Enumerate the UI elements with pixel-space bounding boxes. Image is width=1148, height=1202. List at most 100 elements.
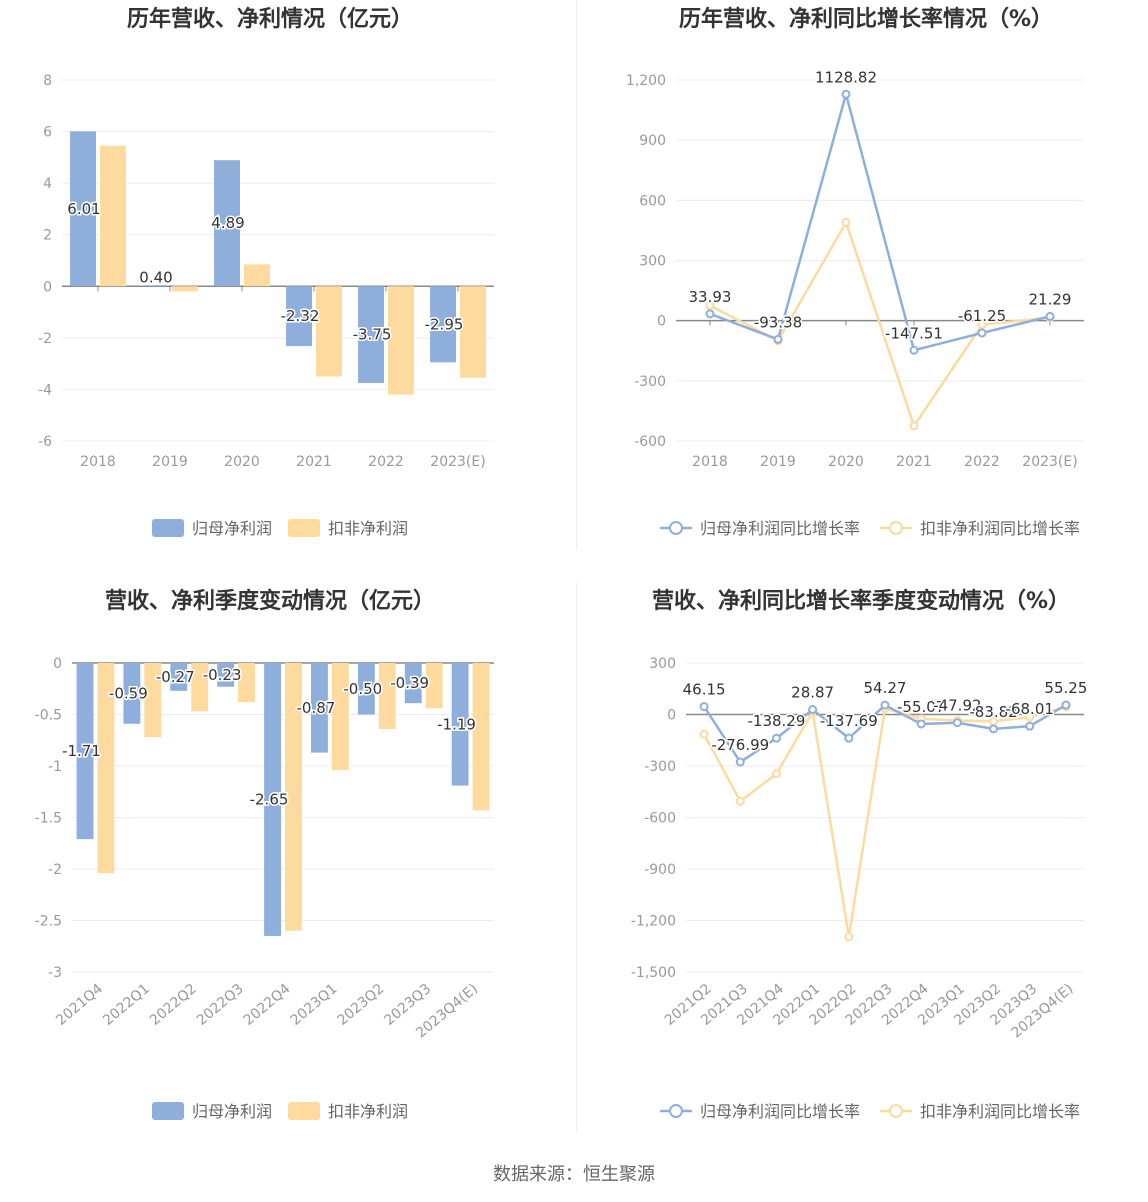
bar-deducted-net-profit [388,286,414,395]
y-tick-label: -1,200 [631,914,676,930]
line-data-label: -93.38 [754,313,802,331]
line-point [771,769,781,779]
chart-title: 历年营收、净利情况（亿元） [127,6,413,32]
bar-data-label: -1.71 [62,742,101,760]
y-tick-label: -4 [38,382,52,398]
legend-swatch-marker [669,1104,683,1118]
bar-deducted-net-profit [144,663,162,738]
line-point [844,932,854,942]
line-point [977,328,987,338]
line-point [735,796,745,806]
chart-title: 营收、净利同比增长率季度变动情况（%） [652,588,1070,614]
bar-deducted-net-profit [285,663,302,931]
line-point [773,334,783,344]
line-data-label: 46.15 [683,681,726,699]
line-data-label: -61.25 [958,307,1006,325]
x-tick-label: 2022Q1 [100,981,153,1029]
bar-parent-net-profit [358,286,384,383]
bar-data-label: -0.50 [343,680,382,698]
y-tick-label: -300 [634,374,666,390]
x-tick-label: 2022 [368,454,404,470]
y-tick-label: 300 [649,656,676,672]
line-data-label: -137.69 [820,712,878,730]
y-tick-label: 6 [43,125,52,141]
bar-parent-net-profit [264,663,281,936]
x-tick-label: 2021 [296,454,332,470]
legend-label: 归母净利润同比增长率 [700,519,860,538]
chart-title: 营收、净利季度变动情况（亿元） [105,588,435,614]
y-tick-label: 0 [657,314,666,330]
line-data-label: -47.92 [933,697,981,715]
legend-label: 归母净利润同比增长率 [700,1102,860,1121]
line-point [808,705,818,715]
panel-divider-bottom [576,582,577,1132]
y-tick-label: -2.5 [35,914,62,930]
chart-title: 历年营收、净利同比增长率情况（%） [679,6,1053,32]
bar-parent-net-profit [142,285,168,287]
bar-parent-net-profit [404,663,422,704]
line-point [1061,700,1071,710]
bar-parent-net-profit [170,663,188,691]
line-point [909,345,919,355]
bar-data-label: -0.39 [390,674,429,692]
line-point [977,320,987,330]
bar-data-label: -0.23 [203,666,242,684]
line-point [771,733,781,743]
bar-parent-net-profit [70,131,96,287]
x-tick-label: 2018 [692,454,728,470]
line-data-label: 55.25 [1044,679,1087,697]
y-tick-label: 2 [43,228,52,244]
line-point [705,309,715,319]
y-tick-label: 1,200 [626,73,666,89]
line-point [1025,712,1035,722]
x-tick-label: 2019 [152,454,188,470]
y-tick-label: -600 [644,811,676,827]
line-point [735,757,745,767]
bar-parent-net-profit [286,286,312,347]
legend-swatch [288,519,320,537]
bar-parent-net-profit [430,286,456,363]
y-tick-label: 600 [639,193,666,209]
bar-deducted-net-profit [191,663,209,712]
bar-data-label: -1.19 [437,715,476,733]
bar-data-label: -2.32 [281,307,320,325]
line-point [1045,311,1055,321]
line-point [841,217,851,227]
y-tick-label: -900 [644,862,676,878]
bar-deducted-net-profit [331,663,349,771]
x-tick-label: 2020 [828,454,864,470]
legend-label: 归母净利润 [192,519,272,538]
legend-label: 扣非净利润同比增长率 [920,1102,1080,1121]
legend-label: 扣非净利润 [328,519,408,538]
line-point [699,729,709,739]
y-tick-label: 0 [53,656,62,672]
bar-deducted-net-profit [472,663,490,811]
legend-swatch [152,1102,184,1120]
line-data-label: -276.99 [711,736,769,754]
legend-swatch-marker [669,521,683,535]
y-tick-label: 300 [639,254,666,270]
line-data-label: 1128.82 [815,68,877,86]
legend-label: 归母净利润 [192,1102,272,1121]
bar-deducted-net-profit [460,286,486,378]
x-tick-label: 2019 [760,454,796,470]
x-tick-label: 2023Q1 [288,981,341,1029]
bar-data-label: 4.89 [211,214,244,232]
x-tick-label: 2018 [80,454,116,470]
x-tick-label: 2020 [224,454,260,470]
line-point [699,702,709,712]
x-tick-label: 2023(E) [430,454,485,470]
line-data-label: -83.82 [969,703,1017,721]
bar-parent-net-profit [311,663,328,753]
legend-swatch [152,519,184,537]
data-source-note: 数据来源：恒生聚源 [493,1164,655,1185]
x-tick-label: 2022 [964,454,1000,470]
y-tick-label: -600 [634,434,666,450]
line-data-label: 21.29 [1029,290,1072,308]
y-tick-label: 8 [43,73,52,89]
bar-parent-net-profit [217,663,235,687]
y-tick-label: -3 [48,965,62,981]
y-tick-label: 900 [639,133,666,149]
bar-deducted-net-profit [378,663,396,729]
line-point [916,719,926,729]
